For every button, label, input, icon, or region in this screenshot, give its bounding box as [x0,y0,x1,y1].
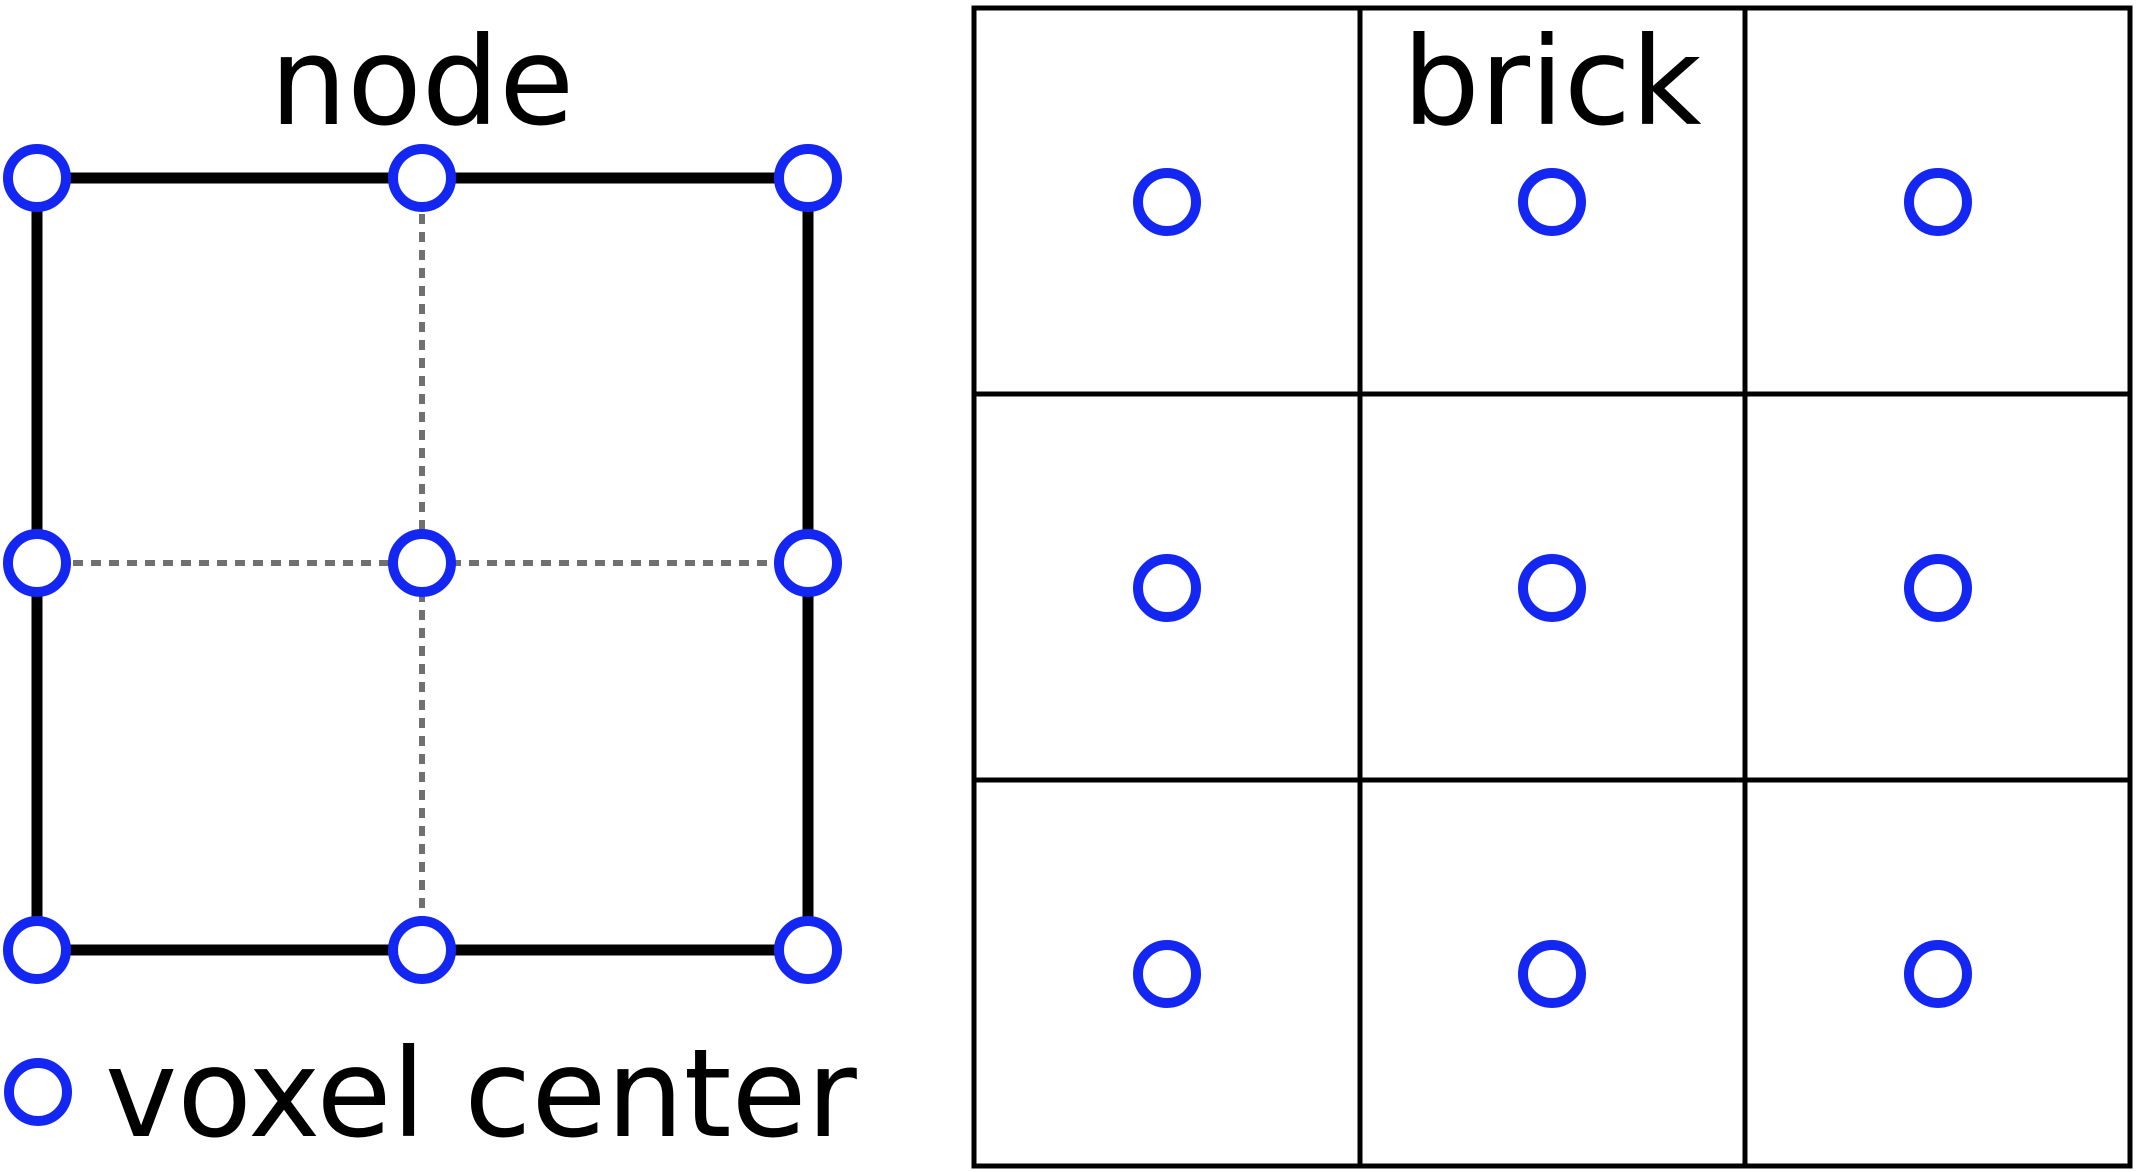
voxel-center-marker [393,534,451,592]
voxel-center-marker [1138,559,1196,617]
brick-panel: brick [974,8,2130,1166]
voxel-center-marker [779,921,837,979]
voxel-center-marker [1909,945,1967,1003]
voxel-center-marker [779,534,837,592]
voxel-center-marker [393,921,451,979]
node-title: node [270,11,574,153]
brick-title: brick [1402,11,1702,153]
voxel-center-marker [1909,173,1967,231]
brick-voxel-markers [1138,173,1967,1003]
voxel-center-marker [8,921,66,979]
voxel-center-marker [1138,173,1196,231]
voxel-center-marker [1523,173,1581,231]
voxel-center-marker [393,149,451,207]
voxel-center-marker [8,534,66,592]
hollow-circle-icon [9,1063,67,1121]
voxel-center-marker [1523,945,1581,1003]
voxel-center-marker [779,149,837,207]
voxel-center-marker [1138,945,1196,1003]
legend: voxel center [9,1023,858,1165]
voxel-center-marker [8,149,66,207]
legend-label: voxel center [105,1023,858,1165]
voxel-center-marker [1523,559,1581,617]
voxel-center-marker [1909,559,1967,617]
node-panel: node [8,11,837,979]
